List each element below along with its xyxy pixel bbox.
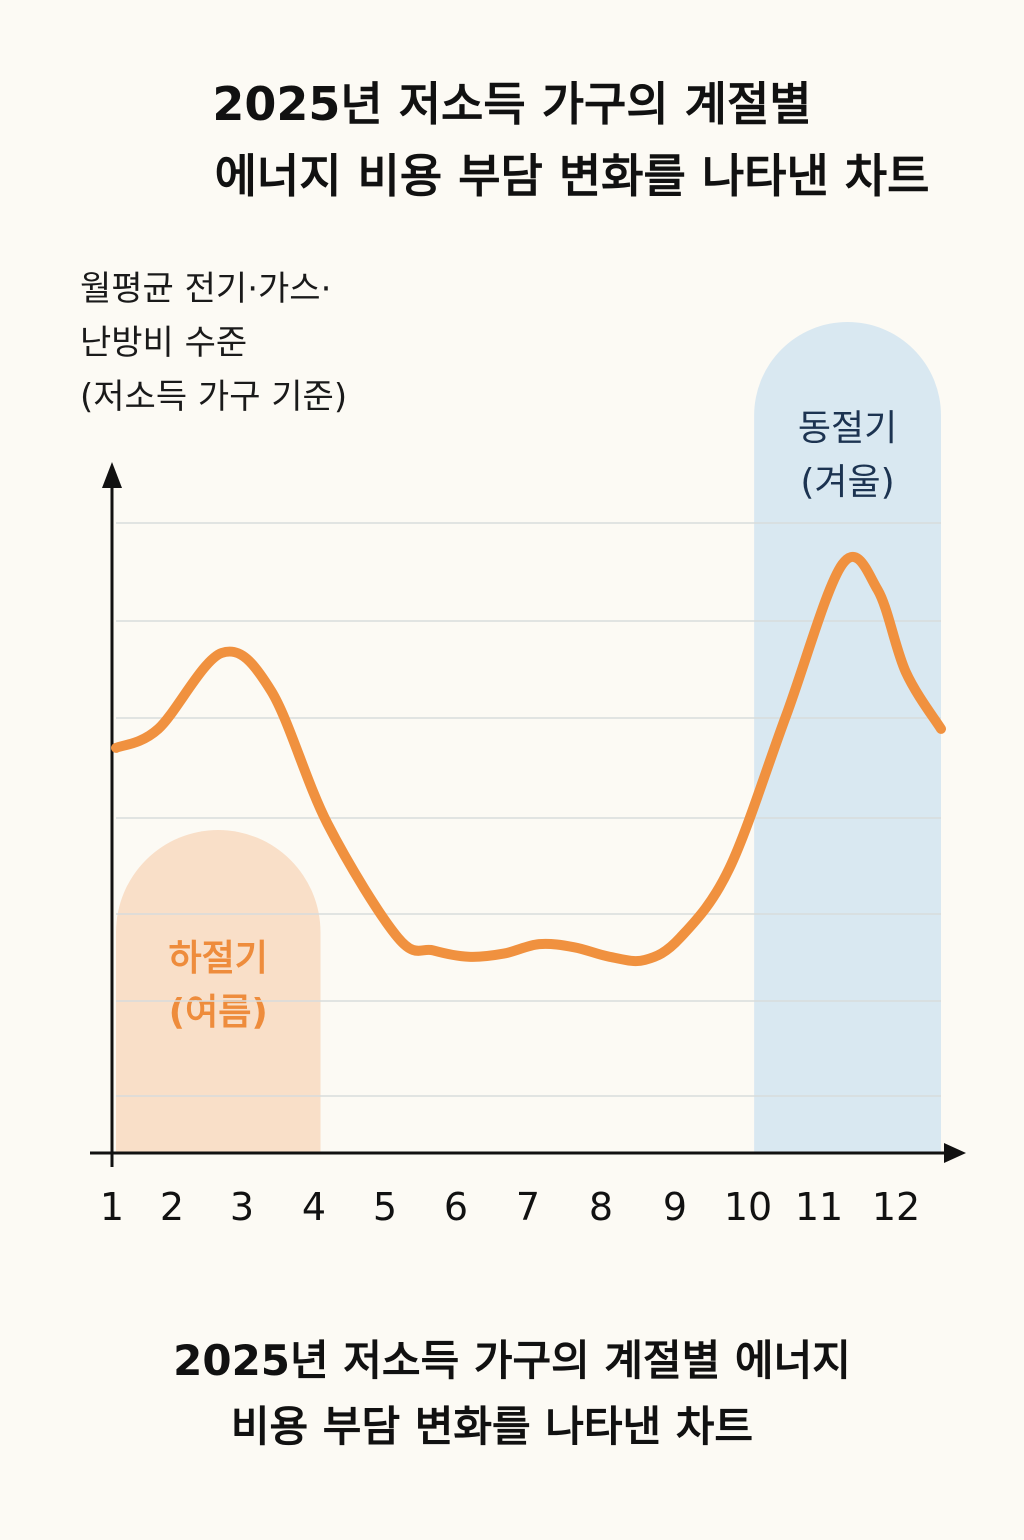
season-label-1-line-2: (여름) [169,992,268,1033]
chart-caption-line-1: 2025년 저소득 가구의 계절별 에너지 [173,1336,851,1385]
x-tick-label-6: 6 [444,1185,468,1229]
x-tick-label-7: 7 [516,1185,540,1229]
x-axis-arrow [944,1143,966,1163]
x-tick-label-1: 1 [100,1185,124,1229]
chart-title-line-2: 에너지 비용 부담 변화를 나타낸 차트 [214,149,930,203]
x-tick-label-9: 9 [663,1185,687,1229]
x-tick-label-10: 10 [724,1185,772,1229]
x-tick-label-8: 8 [589,1185,613,1229]
x-tick-label-11: 11 [795,1185,843,1229]
season-region-1 [116,830,321,1153]
y-axis-label-line-3: (저소득 가구 기준) [80,377,348,417]
season-label-2-line-2: (겨울) [800,462,894,503]
season-label-2-line-1: 동절기 [798,408,897,449]
chart-title: 2025년 저소득 가구의 계절별 에너지 비용 부담 변화를 나타낸 차트 [0,68,1024,212]
y-axis-label: 월평균 전기·가스· 난방비 수준 (저소득 가구 기준) [80,262,347,424]
y-axis-arrow [102,462,122,488]
x-tick-label-5: 5 [373,1185,397,1229]
x-tick-label-2: 2 [160,1185,184,1229]
season-region-2 [754,322,942,1153]
y-axis-label-line-1: 월평균 전기·가스· [80,269,332,309]
series-line-1 [111,551,946,967]
chart-caption: 2025년 저소득 가구의 계절별 에너지 비용 부담 변화를 나타낸 차트 [0,1328,1024,1460]
x-tick-label-3: 3 [230,1185,254,1229]
chart-title-line-1: 2025년 저소득 가구의 계절별 [212,77,812,131]
chart-caption-line-2: 비용 부담 변화를 나타낸 차트 [230,1402,754,1451]
season-label-1-line-1: 하절기 [169,938,268,979]
x-tick-label-4: 4 [302,1185,326,1229]
y-axis-label-line-2: 난방비 수준 [80,323,248,363]
x-tick-label-12: 12 [872,1185,920,1229]
